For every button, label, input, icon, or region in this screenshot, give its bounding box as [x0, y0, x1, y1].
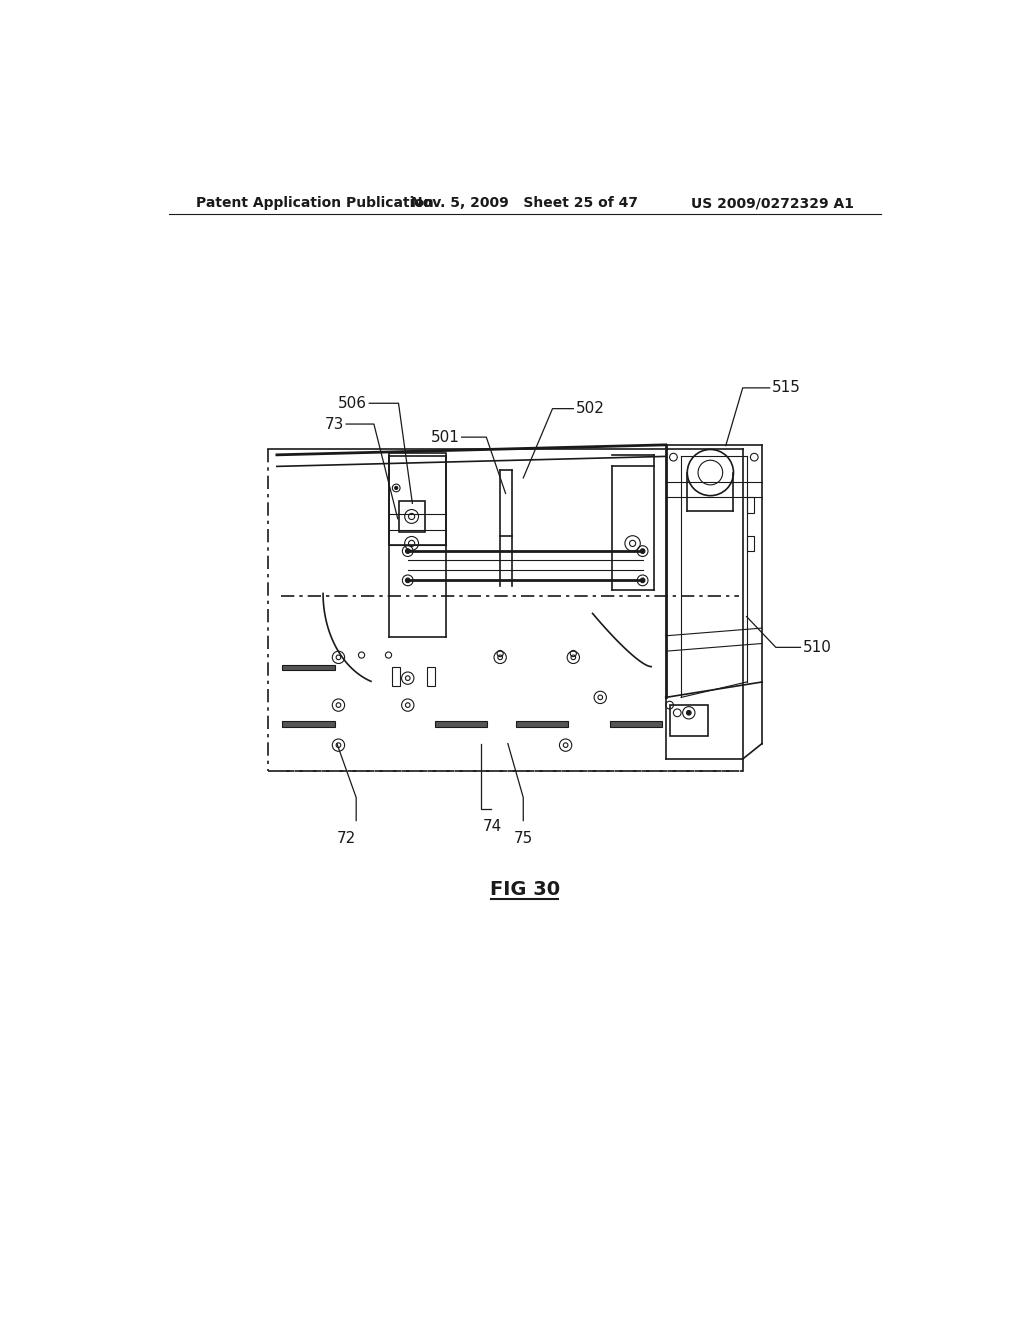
Text: 502: 502	[575, 401, 604, 416]
Circle shape	[406, 549, 410, 553]
Bar	[609, 721, 662, 726]
Bar	[392, 668, 400, 686]
Text: 515: 515	[772, 380, 801, 396]
Circle shape	[336, 702, 341, 708]
Text: US 2009/0272329 A1: US 2009/0272329 A1	[691, 197, 854, 210]
Circle shape	[598, 696, 602, 700]
Bar	[398, 502, 425, 532]
Text: 75: 75	[514, 830, 534, 846]
Text: FIG 30: FIG 30	[489, 880, 560, 899]
Bar	[515, 721, 568, 726]
Text: Patent Application Publication: Patent Application Publication	[196, 197, 434, 210]
Circle shape	[571, 655, 575, 660]
Text: 73: 73	[325, 417, 344, 432]
Circle shape	[498, 655, 503, 660]
Bar	[746, 498, 755, 512]
Bar	[388, 453, 446, 545]
Circle shape	[640, 578, 645, 582]
Circle shape	[336, 655, 341, 660]
Circle shape	[406, 676, 410, 681]
Circle shape	[563, 743, 568, 747]
Circle shape	[336, 743, 341, 747]
Text: 501: 501	[430, 429, 460, 445]
Circle shape	[394, 487, 397, 490]
Bar	[283, 665, 335, 671]
Text: Nov. 5, 2009   Sheet 25 of 47: Nov. 5, 2009 Sheet 25 of 47	[412, 197, 638, 210]
Circle shape	[406, 702, 410, 708]
Bar	[427, 668, 435, 686]
Text: 74: 74	[483, 818, 503, 834]
Circle shape	[686, 710, 691, 715]
Bar	[283, 721, 335, 726]
Circle shape	[406, 578, 410, 582]
Bar	[670, 705, 708, 737]
Text: 510: 510	[803, 640, 831, 655]
Text: 506: 506	[338, 396, 367, 411]
Bar	[746, 536, 755, 552]
Bar	[435, 721, 487, 726]
Circle shape	[640, 549, 645, 553]
Text: 72: 72	[337, 830, 356, 846]
